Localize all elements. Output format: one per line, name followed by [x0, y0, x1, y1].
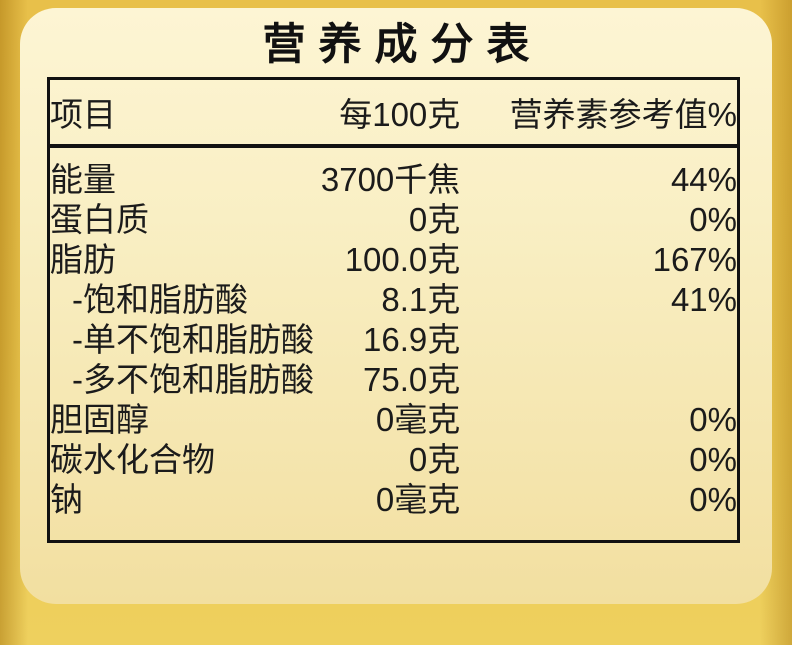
nutrient-name-cell: 脂肪: [50, 241, 116, 278]
nrv-cell: 0%: [689, 441, 737, 478]
table-row: 能量 3700千焦 44%: [49, 146, 739, 200]
amount-cell: 0克: [408, 441, 461, 478]
nrv-cell: 0%: [689, 401, 737, 438]
column-header-item: 项目: [48, 78, 290, 148]
nrv-cell: [460, 360, 738, 400]
table-row: 胆固醇 0毫克 0%: [49, 400, 739, 440]
nrv-cell: 41%: [670, 281, 737, 318]
table-row: 脂肪 100.0克 167%: [49, 240, 739, 280]
amount-cell: 100.0克: [344, 241, 461, 278]
table-row: -多不饱和脂肪酸 75.0克: [49, 360, 739, 400]
nutrient-name-cell: 碳水化合物: [50, 441, 215, 478]
header-row: 项目 每100克 营养素参考值%: [48, 78, 739, 148]
amount-cell: 0克: [408, 201, 461, 238]
nutrient-name-cell: -饱和脂肪酸: [72, 281, 248, 318]
nutrition-table: 项目 每100克 营养素参考值% 能量 3700千焦 44% 蛋白质 0克 0%…: [47, 77, 740, 543]
nutrient-name-cell: -多不饱和脂肪酸: [72, 361, 314, 398]
nrv-cell: 0%: [689, 201, 737, 238]
page-title: 营养成分表: [262, 21, 543, 69]
table-body: 能量 3700千焦 44% 蛋白质 0克 0% 脂肪 100.0克 167% -…: [49, 146, 739, 542]
nutrient-name-cell: 蛋白质: [50, 201, 149, 238]
table-row: -单不饱和脂肪酸 16.9克: [49, 320, 739, 360]
nrv-cell: 0%: [689, 481, 737, 518]
nutrient-name-cell: 钠: [50, 481, 83, 518]
column-header-per-100g: 每100克: [289, 78, 461, 148]
amount-cell: 75.0克: [363, 361, 461, 398]
nrv-cell: 44%: [670, 161, 737, 198]
nutrient-name-cell: 能量: [50, 161, 116, 198]
amount-cell: 16.9克: [363, 321, 461, 358]
amount-cell: 3700千焦: [320, 161, 461, 198]
nutrient-name-cell: -单不饱和脂肪酸: [72, 321, 314, 358]
nutrient-name-cell: 胆固醇: [50, 401, 149, 438]
nutrition-card: 营养成分表 项目 每100克 营养素参考值% 能量 3700千焦 44% 蛋白质…: [20, 8, 772, 604]
table-row: -饱和脂肪酸 8.1克 41%: [49, 280, 739, 320]
table-row: 碳水化合物 0克 0%: [49, 440, 739, 480]
column-header-nrv-percent: 营养素参考值%: [460, 78, 739, 148]
nrv-cell: [460, 320, 738, 360]
table-row: 钠 0毫克 0%: [49, 480, 739, 542]
amount-cell: 0毫克: [375, 481, 461, 518]
amount-cell: 8.1克: [381, 281, 461, 318]
nrv-cell: 167%: [652, 241, 737, 278]
table-row: 蛋白质 0克 0%: [49, 200, 739, 240]
table-header: 项目 每100克 营养素参考值%: [48, 78, 739, 148]
amount-cell: 0毫克: [375, 401, 461, 438]
